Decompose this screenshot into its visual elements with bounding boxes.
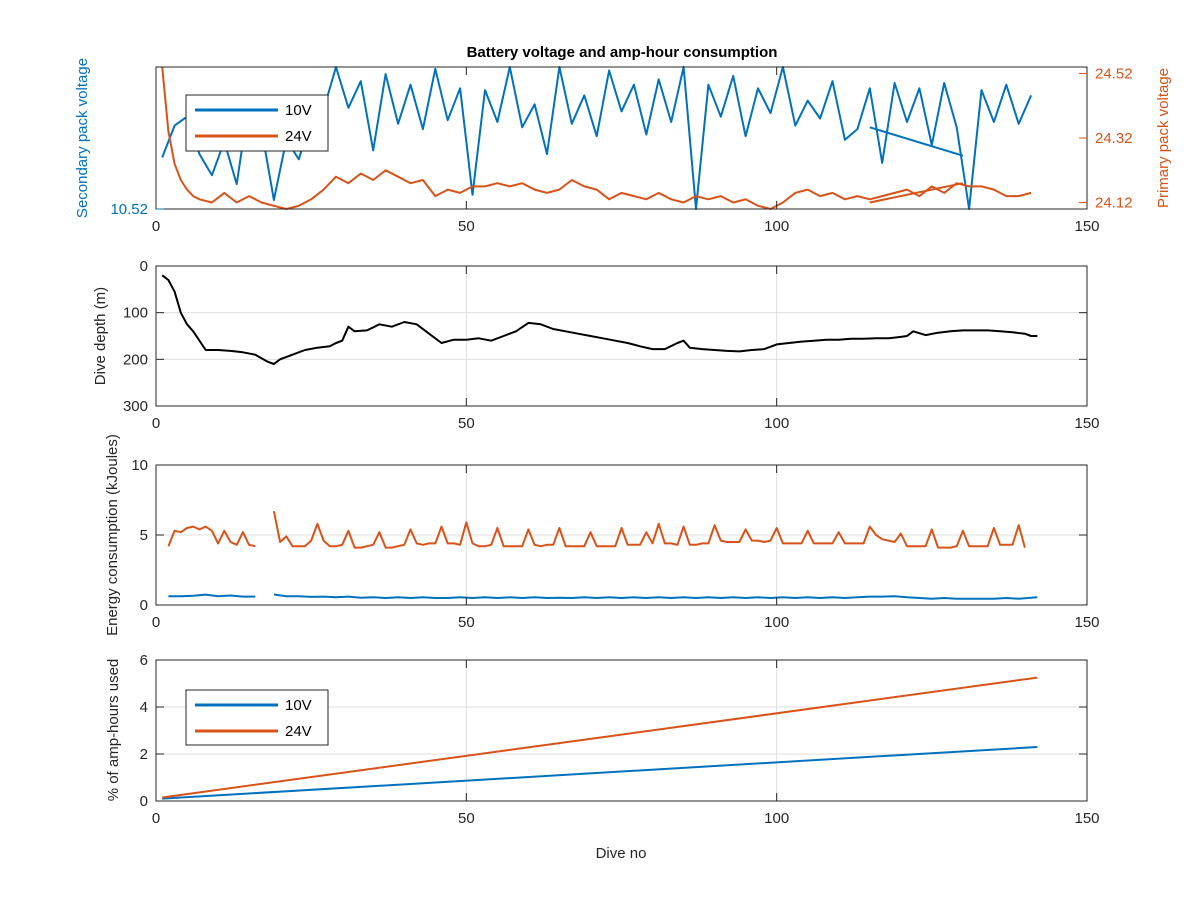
x-tick-label: 0: [152, 415, 160, 432]
energy-consumption-label: Energy consumption (kJoules): [104, 434, 121, 636]
voltage-right-ticks: 24.12 24.32 24.52: [1079, 65, 1133, 212]
voltage-left-ticks: 10.52: [110, 201, 164, 218]
x-tick-label: 0: [152, 218, 160, 235]
x-tick-label: 0: [152, 614, 160, 631]
legend-label-10v: 10V: [285, 697, 312, 714]
x-tick-label: 50: [458, 614, 475, 631]
x-tick-label: 0: [152, 810, 160, 827]
x-tick-label: 50: [458, 218, 475, 235]
energy-10v-line: [273, 593, 1038, 600]
right-tick-label: 24.52: [1095, 65, 1133, 82]
amp-hours-used-label: % of amp-hours used: [105, 659, 122, 802]
y-tick-label: 0: [140, 793, 148, 810]
amp-hours-legend-box: [185, 689, 329, 746]
legend-label-24v: 24V: [285, 723, 312, 740]
subplot-energy: 0 50 100 150 0 5 10 Energy consumption (kJoul…: [104, 434, 1100, 636]
y-tick-label: 4: [140, 699, 148, 716]
energy-24v-line: [272, 511, 1026, 549]
depth-x-ticks: 0 50 100 150: [152, 266, 1100, 432]
x-tick-label: 100: [764, 218, 789, 235]
energy-grid: [155, 464, 1088, 606]
legend-label-10v: 10V: [285, 102, 312, 119]
y-tick-label: 6: [140, 652, 148, 669]
x-tick-label: 50: [458, 415, 475, 432]
y-tick-label: 100: [123, 305, 148, 322]
subplot-amp-hours: 0 50 100 150 0 2 4 6 % of amp-hours used Dive …: [105, 652, 1100, 862]
series-connector-24v: [869, 182, 964, 204]
primary-pack-voltage-label: Primary pack voltage: [1155, 68, 1172, 208]
x-tick-label: 50: [458, 810, 475, 827]
depth-grid: [155, 265, 1088, 407]
x-tick-label: 100: [764, 415, 789, 432]
series-connector-10v: [869, 126, 964, 157]
y-tick-label: 5: [140, 527, 148, 544]
y-tick-label: 0: [140, 597, 148, 614]
depth-plot-area: [161, 274, 1038, 365]
energy-y-ticks: 0 5 10: [131, 457, 1087, 614]
depth-y-ticks: 0 100 200 300: [123, 258, 1087, 415]
series-line-24v: [161, 66, 1032, 210]
x-tick-label: 150: [1074, 614, 1099, 631]
amp-hours-axes-box: [155, 659, 1088, 802]
x-tick-label: 150: [1074, 810, 1099, 827]
amp-hours-24v-line: [162, 676, 1038, 799]
right-tick-label: 24.12: [1095, 195, 1133, 212]
voltage-legend-box: [185, 94, 329, 152]
y-tick-label: 10: [131, 457, 148, 474]
x-tick-label: 100: [764, 614, 789, 631]
depth-axes-box: [155, 265, 1088, 407]
y-tick-label: 200: [123, 351, 148, 368]
energy-24v-line: [167, 525, 256, 548]
amp-hours-plot-area: [162, 676, 1038, 800]
y-tick-label: 300: [123, 398, 148, 415]
energy-10v-line: [168, 593, 256, 598]
voltage-x-ticks: 0 50 100 150: [152, 67, 1100, 235]
dive-depth-line: [161, 274, 1038, 365]
chart-title: Battery voltage and amp-hour consumption: [467, 44, 778, 61]
subplot-depth: 0 50 100 150 0 100 200 300 Dive depth (m): [92, 258, 1100, 432]
x-tick-label: 100: [764, 810, 789, 827]
energy-plot-area: [167, 511, 1038, 600]
voltage-legend: 10V 24V: [185, 94, 329, 152]
y-tick-label: 0: [140, 258, 148, 275]
y-tick-label: 2: [140, 746, 148, 763]
left-tick-label: 10.52: [110, 201, 148, 218]
subplot-voltage: Battery voltage and amp-hour consumption…: [74, 44, 1172, 235]
dive-no-label: Dive no: [596, 845, 647, 862]
amp-hours-legend: 10V 24V: [185, 689, 329, 746]
x-tick-label: 150: [1074, 415, 1099, 432]
dive-depth-label: Dive depth (m): [92, 287, 109, 385]
x-tick-label: 150: [1074, 218, 1099, 235]
amp-hours-10v-line: [162, 746, 1038, 800]
right-tick-label: 24.32: [1095, 130, 1133, 147]
energy-x-ticks: 0 50 100 150: [152, 465, 1100, 631]
legend-label-24v: 24V: [285, 128, 312, 145]
amp-hours-y-ticks: 0 2 4 6: [140, 652, 1087, 810]
secondary-pack-voltage-label: Secondary pack voltage: [74, 58, 91, 218]
amp-hours-x-ticks: 0 50 100 150: [152, 660, 1100, 827]
